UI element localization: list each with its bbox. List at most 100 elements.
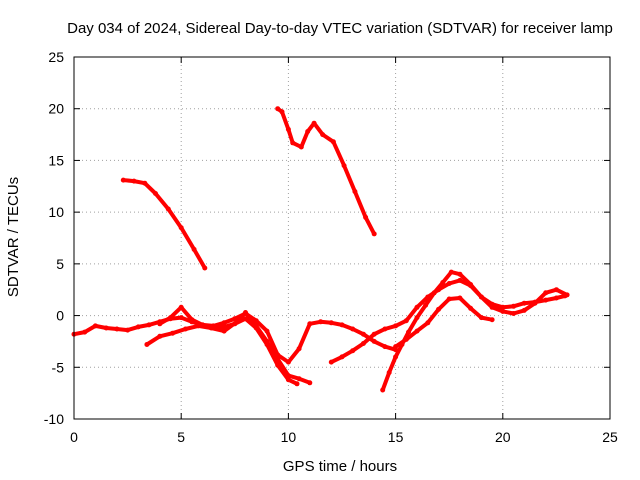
data-point	[393, 323, 399, 329]
x-tick-label: 0	[70, 429, 78, 445]
data-point	[457, 271, 463, 277]
data-point	[103, 325, 109, 331]
data-point	[178, 304, 184, 310]
data-point	[285, 126, 291, 132]
data-point	[153, 191, 158, 196]
data-point	[371, 331, 377, 337]
data-point	[135, 324, 141, 330]
data-point	[440, 280, 446, 285]
data-point	[446, 296, 452, 302]
data-point	[157, 321, 163, 327]
data-point	[202, 265, 208, 271]
data-point	[436, 306, 441, 312]
data-point	[457, 277, 463, 283]
data-point	[307, 380, 313, 386]
data-point	[298, 144, 304, 150]
data-point	[275, 362, 281, 368]
data-point	[423, 302, 429, 308]
data-point	[406, 329, 411, 335]
data-point	[330, 139, 336, 145]
data-point	[393, 344, 399, 350]
data-point	[232, 321, 238, 327]
data-point	[285, 377, 291, 383]
data-point	[564, 292, 570, 298]
data-point	[221, 328, 227, 334]
y-tick-label: 5	[56, 256, 64, 272]
data-point	[382, 344, 388, 350]
data-point	[296, 346, 302, 352]
data-point	[320, 132, 326, 138]
data-point	[339, 354, 345, 360]
data-point	[386, 370, 392, 375]
y-tick-label: 15	[48, 152, 64, 168]
data-point	[511, 311, 516, 316]
data-point	[221, 320, 227, 326]
data-point	[200, 322, 206, 328]
data-point	[414, 315, 420, 321]
data-point	[371, 231, 377, 237]
x-tick-label: 10	[281, 429, 297, 445]
data-point	[82, 329, 88, 335]
y-tick-label: 25	[48, 49, 64, 65]
data-point	[489, 317, 495, 323]
data-point	[543, 297, 549, 303]
chart-title: Day 034 of 2024, Sidereal Day-to-day VTE…	[67, 20, 613, 37]
data-point	[457, 295, 463, 301]
data-point	[403, 318, 409, 324]
data-point	[478, 294, 484, 300]
data-point	[468, 305, 474, 311]
data-point	[157, 333, 163, 339]
y-tick-label: 10	[48, 204, 64, 220]
data-point	[468, 282, 474, 287]
data-point	[382, 326, 388, 332]
data-point	[146, 322, 152, 328]
data-point	[328, 320, 334, 326]
data-point	[543, 290, 549, 296]
data-point	[500, 308, 506, 314]
data-point	[275, 106, 281, 112]
x-tick-label: 5	[177, 429, 185, 445]
data-point	[189, 317, 195, 323]
data-series	[71, 106, 570, 393]
data-point	[318, 319, 324, 325]
data-point	[532, 300, 538, 306]
data-point	[125, 327, 131, 333]
data-point	[352, 189, 358, 194]
axis-ticks: 0 5 10 15 20 25 -10 -5 0 5 10 15 20 25	[44, 49, 618, 445]
x-tick-label: 15	[388, 429, 404, 445]
data-point	[521, 300, 527, 306]
data-point	[339, 322, 345, 328]
data-point	[311, 120, 317, 126]
data-point	[511, 303, 516, 309]
data-point	[478, 315, 484, 321]
data-point	[243, 316, 248, 322]
data-point	[210, 325, 216, 331]
x-tick-label: 20	[495, 429, 511, 445]
data-point	[131, 178, 137, 184]
data-point	[414, 328, 420, 334]
y-tick-label: -10	[44, 411, 64, 427]
data-point	[142, 180, 148, 186]
data-point	[489, 304, 495, 310]
data-point	[553, 295, 559, 301]
series-track-5	[157, 305, 299, 386]
data-point	[243, 310, 248, 315]
data-point	[165, 206, 171, 212]
data-point	[221, 324, 227, 330]
data-point	[290, 140, 296, 146]
y-tick-label: 20	[48, 101, 64, 117]
data-point	[360, 341, 366, 346]
data-point	[178, 225, 184, 231]
data-point	[446, 281, 452, 286]
plot-frame	[73, 56, 611, 420]
data-point	[279, 109, 285, 115]
data-point	[553, 287, 559, 293]
y-axis-label: SDTVAR / TECUs	[5, 177, 22, 297]
data-point	[380, 387, 386, 393]
data-point	[253, 325, 259, 331]
data-point	[294, 381, 300, 387]
data-point	[448, 269, 454, 275]
x-axis-label: GPS time / hours	[283, 458, 397, 475]
